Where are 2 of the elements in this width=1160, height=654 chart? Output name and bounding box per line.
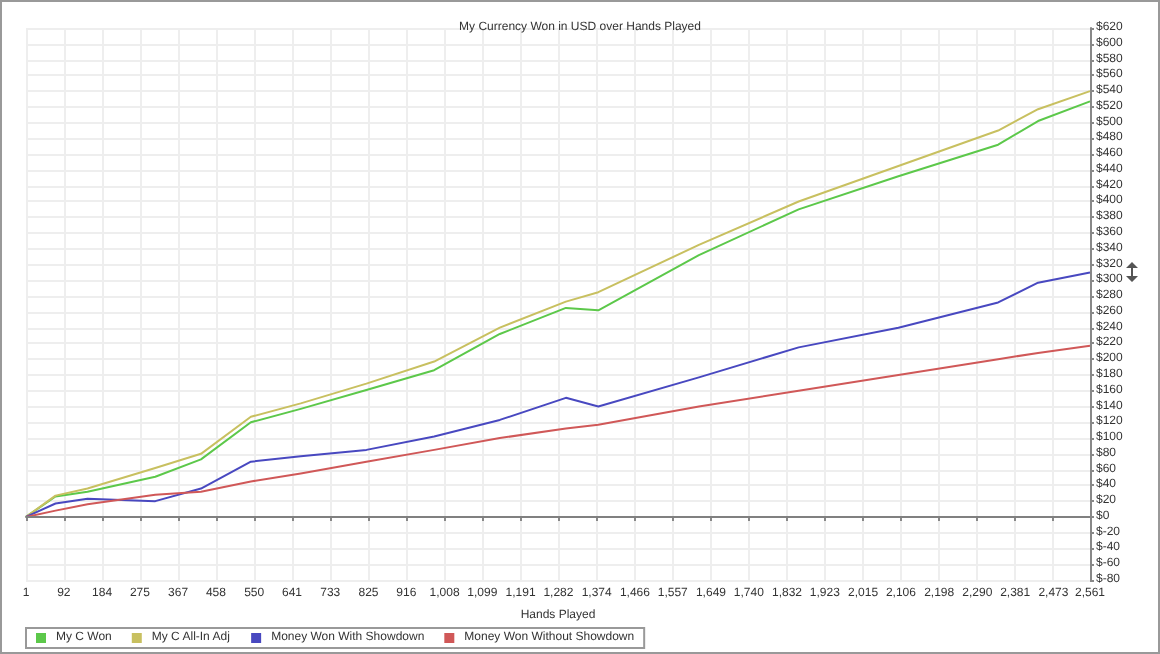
line-series (25, 344, 1091, 518)
line-series (25, 271, 1091, 518)
